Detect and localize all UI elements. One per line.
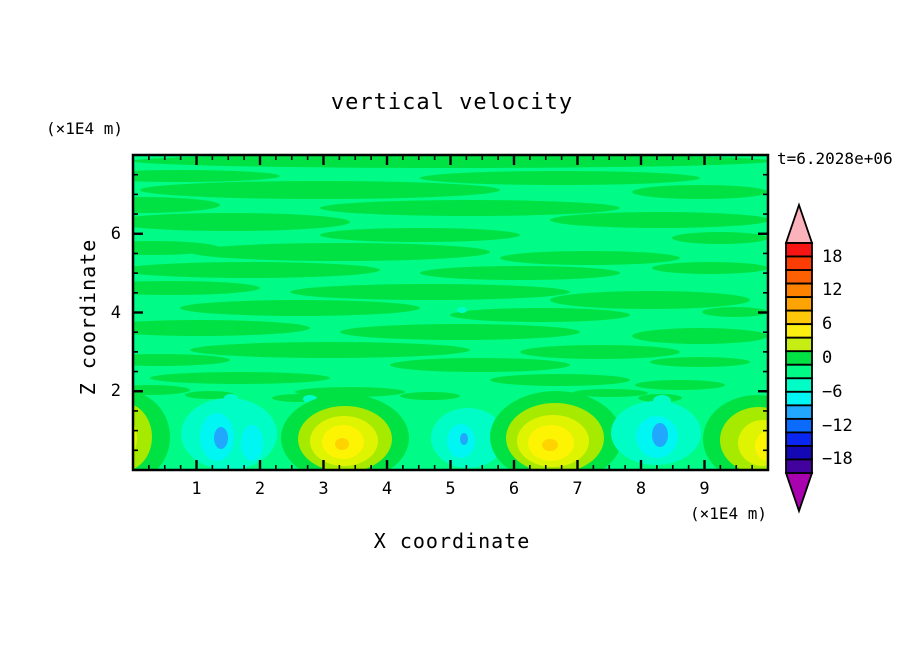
colorbar-tick-label: −18 <box>822 449 853 470</box>
x-tick-label: 6 <box>508 479 520 499</box>
x-tick-label: 3 <box>318 479 329 499</box>
x-tick-label: 5 <box>445 479 456 499</box>
colorbar-tick-label: 0 <box>822 348 833 368</box>
x-tick-label: 4 <box>381 479 393 499</box>
colorbar-tick-label: 6 <box>822 314 833 335</box>
colorbar-tick-label: 18 <box>822 246 843 267</box>
contour-field <box>133 155 768 470</box>
y-axis-title: Z coordinate <box>76 238 100 396</box>
y-axis-unit-label: (×1E4 m) <box>46 119 124 138</box>
colorbar <box>784 202 814 514</box>
colorbar-tick-label: −12 <box>822 415 853 436</box>
chart-title: vertical velocity <box>330 90 574 115</box>
x-tick-label: 7 <box>572 479 583 499</box>
x-tick-label: 2 <box>254 479 266 499</box>
x-axis-title: X coordinate <box>373 529 531 553</box>
x-tick-label: 8 <box>635 479 647 499</box>
y-tick-label: 6 <box>110 223 121 244</box>
x-tick-label: 1 <box>191 479 202 499</box>
time-annotation: t=6.2028e+06 <box>777 149 893 168</box>
colorbar-tick-label: 12 <box>822 280 843 301</box>
axis-ticks <box>133 155 768 470</box>
y-tick-label: 4 <box>110 302 121 323</box>
x-tick-label: 9 <box>699 479 710 499</box>
y-tick-label: 2 <box>110 381 121 402</box>
colorbar-tick-label: −6 <box>822 381 843 402</box>
x-axis-unit-label: (×1E4 m) <box>690 504 768 523</box>
